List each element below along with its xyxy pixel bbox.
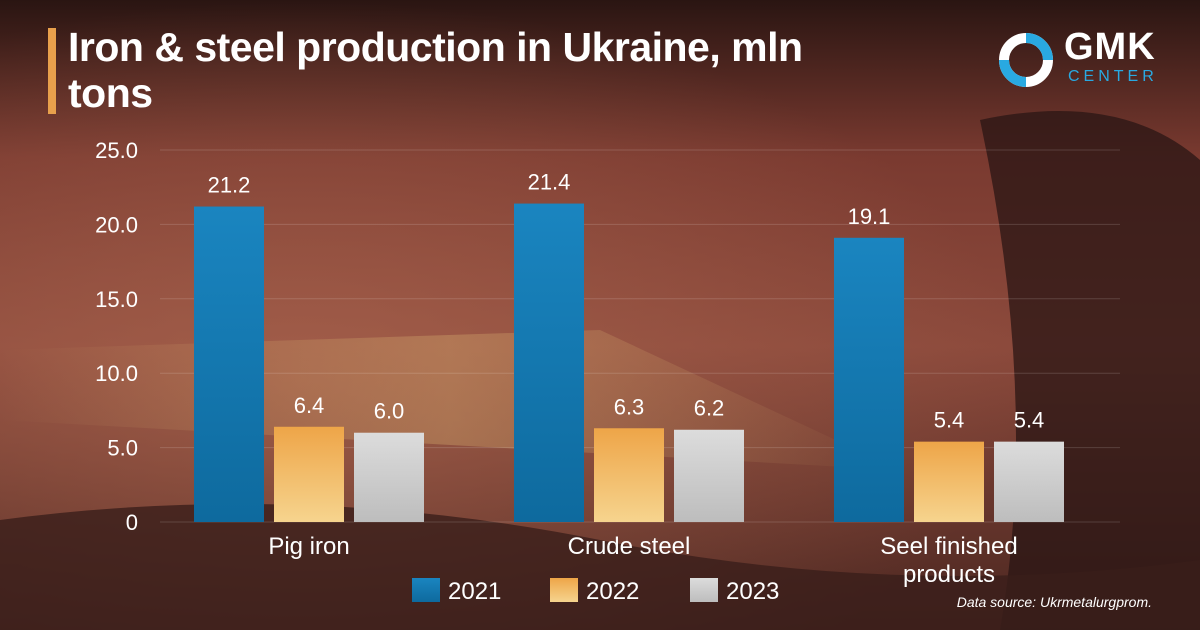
gmk-logo-mark-icon	[999, 33, 1053, 87]
chart-title: Iron & steel production in Ukraine, mln …	[68, 24, 803, 116]
legend-label-2021: 2021	[448, 578, 501, 605]
data-label: 19.1	[848, 204, 891, 229]
legend-label-2022: 2022	[586, 578, 639, 605]
x-tick-label: products	[903, 561, 995, 588]
legend-swatch-2022	[550, 578, 578, 602]
y-tick-label: 20.0	[95, 212, 138, 237]
data-label: 6.2	[694, 396, 725, 421]
y-tick-label: 15.0	[95, 287, 138, 312]
bar-2022	[274, 426, 344, 522]
x-tick-label: Seel finished	[880, 533, 1017, 560]
bar-2023	[994, 441, 1064, 522]
y-axis-ticks: 0 5.0 10.0 15.0 20.0 25.0	[95, 138, 138, 535]
gmk-center-logo: GMK CENTER	[998, 26, 1178, 90]
legend-swatch-2023	[690, 578, 718, 602]
y-tick-label: 10.0	[95, 361, 138, 386]
logo-text-gmk: GMK	[1064, 26, 1156, 68]
legend: 2021 2022 2023	[412, 578, 779, 605]
data-label: 21.4	[528, 170, 571, 195]
y-tick-label: 25.0	[95, 138, 138, 163]
data-label: 6.4	[294, 393, 325, 418]
bar-2021	[834, 237, 904, 523]
data-source-note: Data source: Ukrmetalurgprom.	[956, 594, 1152, 610]
data-label: 6.0	[374, 399, 405, 424]
data-label: 21.2	[208, 173, 251, 198]
y-tick-label: 5.0	[107, 436, 138, 461]
bar-2023	[354, 432, 424, 522]
data-label: 5.4	[1014, 408, 1045, 433]
x-tick-label: Crude steel	[568, 533, 691, 560]
x-tick-label: Pig iron	[268, 533, 349, 560]
bar-2021	[514, 203, 584, 522]
bar-2023	[674, 429, 744, 522]
data-labels: 21.2 6.4 6.0 21.4 6.3 6.2 19.1 5.4 5.4	[208, 170, 1045, 433]
bars	[194, 203, 1064, 523]
bar-2021	[194, 206, 264, 522]
logo-text-center: CENTER	[1068, 68, 1158, 85]
legend-swatch-2021	[412, 578, 440, 602]
bar-2022	[914, 441, 984, 522]
data-label: 6.3	[614, 394, 645, 419]
legend-label-2023: 2023	[726, 578, 779, 605]
title-accent-bar	[48, 28, 56, 114]
data-label: 5.4	[934, 408, 965, 433]
bar-2022	[594, 428, 664, 522]
y-tick-label: 0	[126, 510, 138, 535]
